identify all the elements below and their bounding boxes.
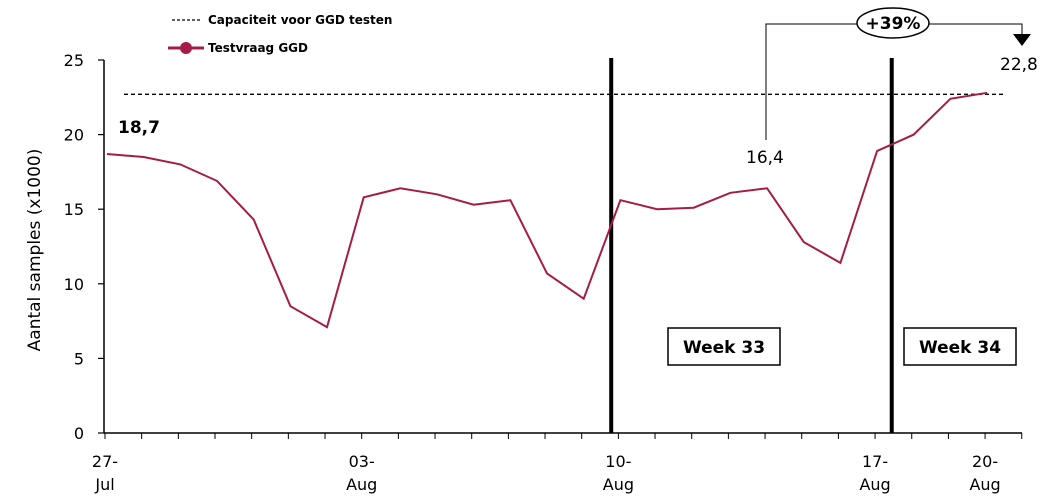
y-ticks: 0 5 10 15 20 25	[64, 51, 104, 443]
legend-series-swatch-marker	[180, 42, 192, 54]
y-tick-label: 5	[74, 349, 84, 368]
end-value-annotation: 22,8	[1000, 55, 1038, 75]
y-tick-label: 15	[64, 200, 84, 219]
change-label: +39%	[866, 14, 921, 34]
y-tick-label: 0	[74, 424, 84, 443]
change-label-oval	[856, 7, 930, 39]
week-34-label: Week 34	[919, 338, 1001, 358]
x-tick-label: Aug	[969, 475, 1000, 494]
x-tick-label: 10-	[605, 452, 631, 471]
x-tick-label: Aug	[603, 475, 634, 494]
change-bracket: +39%	[765, 7, 1031, 140]
change-bracket-line	[765, 23, 1023, 140]
x-tick-label: Jul	[94, 475, 114, 494]
change-arrow-head	[1013, 34, 1031, 46]
y-tick-label: 20	[64, 126, 84, 145]
x-tick-label: 17-	[862, 452, 888, 471]
y-tick-label: 10	[64, 275, 84, 294]
legend: Capaciteit voor GGD testen Testvraag GGD	[168, 13, 392, 55]
x-tick-label: 20-	[972, 452, 998, 471]
start-value-annotation: 18,7	[118, 118, 160, 138]
x-tick-label: 27-	[92, 452, 118, 471]
legend-series-label: Testvraag GGD	[208, 41, 308, 55]
mid-value-annotation: 16,4	[746, 148, 784, 168]
x-tick-label: Aug	[346, 475, 377, 494]
legend-capacity-label: Capaciteit voor GGD testen	[208, 13, 392, 27]
series-line-testvraag-ggd	[106, 91, 988, 329]
x-tick-label: Aug	[859, 475, 890, 494]
y-tick-label: 25	[64, 51, 84, 70]
week-34-box: Week 34	[903, 327, 1017, 366]
week-33-label: Week 33	[683, 338, 765, 358]
x-tick-label: 03-	[349, 452, 375, 471]
x-ticks: 27- Jul 03- Aug 10- Aug 17- Aug 20- Aug	[92, 433, 1023, 494]
y-axis-label: Aantal samples (x1000)	[25, 149, 45, 352]
week-33-box: Week 33	[667, 327, 781, 366]
